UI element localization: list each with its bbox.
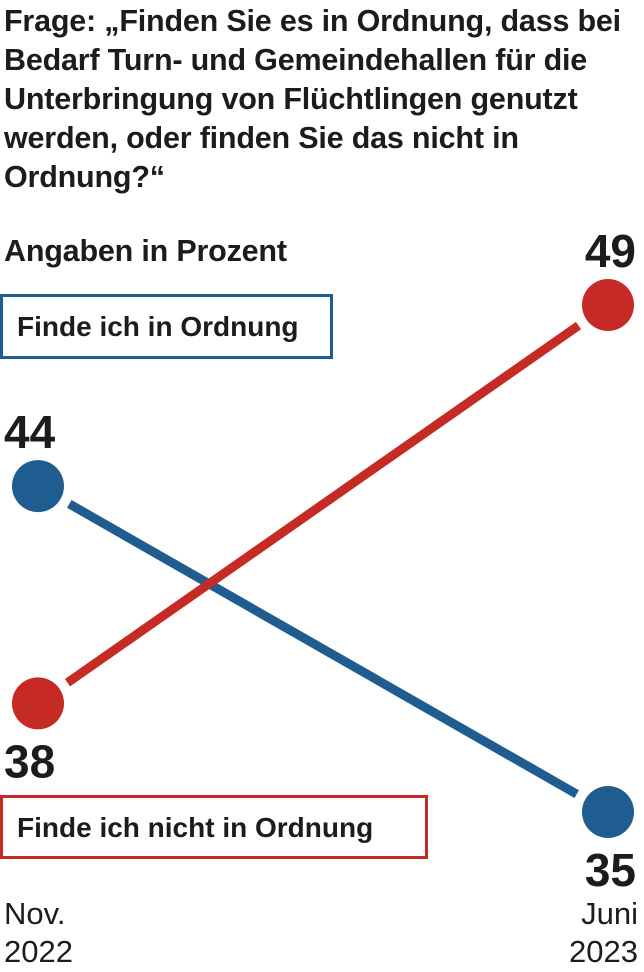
unit-note: Angaben in Prozent bbox=[4, 234, 287, 268]
x-tick-juni-2023: Juni 2023 bbox=[569, 895, 638, 971]
x-tick-month: Juni bbox=[581, 896, 638, 931]
data-point-ok-1 bbox=[582, 786, 634, 838]
legend-ok-label: Finde ich in Ordnung bbox=[17, 311, 299, 342]
data-point-not-ok-1 bbox=[582, 279, 634, 331]
series-line-not-ok bbox=[64, 321, 582, 687]
x-tick-year: 2023 bbox=[569, 934, 638, 969]
legend-not-ok-label: Finde ich nicht in Ordnung bbox=[17, 812, 374, 843]
x-tick-year: 2022 bbox=[4, 934, 73, 969]
data-label-ok-0: 44 bbox=[4, 406, 56, 458]
legend-ok: Finde ich in Ordnung bbox=[0, 294, 333, 359]
chart-question: Frage: „Finden Sie es in Ordnung, dass b… bbox=[4, 4, 621, 194]
legend-not-ok: Finde ich nicht in Ordnung bbox=[0, 795, 428, 859]
data-label-not-ok-1: 49 bbox=[585, 225, 636, 277]
x-tick-month: Nov. bbox=[4, 896, 66, 931]
data-label-ok-1: 35 bbox=[585, 844, 636, 896]
x-tick-nov-2022: Nov. 2022 bbox=[4, 895, 73, 971]
data-point-ok-0 bbox=[12, 460, 64, 513]
data-point-not-ok-0 bbox=[12, 677, 64, 730]
series-line-ok bbox=[67, 499, 579, 799]
data-label-not-ok-0: 38 bbox=[4, 735, 55, 787]
